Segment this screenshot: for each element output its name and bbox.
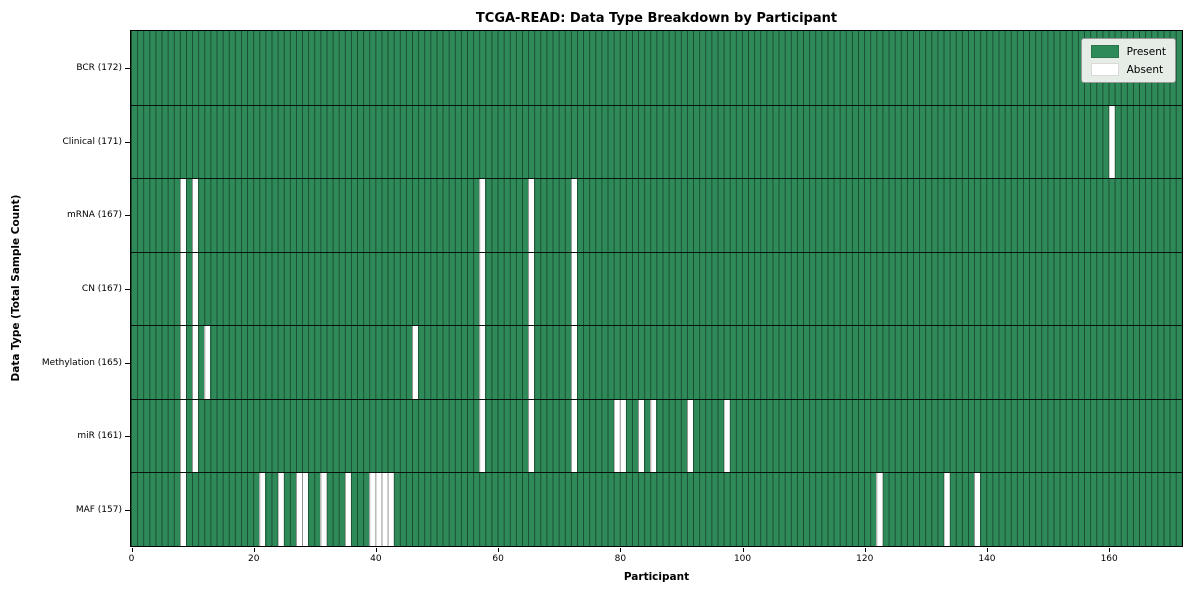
ytick-label-clinical: Clinical (171)	[62, 136, 122, 147]
absent-bar-maf-138	[974, 473, 981, 546]
xtick-label-60: 60	[492, 554, 504, 564]
absent-bar-mrna-72	[570, 179, 578, 252]
absent-bar-cn-8	[179, 252, 186, 326]
plot-area: Present Absent	[130, 30, 1183, 547]
ytick-mark	[125, 289, 130, 290]
ytick-mark	[125, 215, 130, 217]
x-axis-label: Participant	[623, 571, 690, 583]
ytick-mark	[125, 362, 130, 364]
legend-label-present: Present	[1126, 45, 1166, 58]
heatmap-row-methylation	[131, 325, 1182, 399]
xtick-mark-160	[1109, 548, 1111, 552]
ytick-mark	[125, 509, 130, 511]
absent-bar-methylation-65	[528, 326, 535, 399]
absent-bar-maf-41	[381, 473, 388, 546]
ytick-label-mrna: mRNA (167)	[67, 210, 122, 221]
absent-bar-methylation-12	[204, 326, 211, 399]
legend-entry-absent: Absent	[1090, 63, 1166, 76]
absent-bar-mir-79	[613, 399, 620, 473]
absent-bar-mir-65	[528, 399, 535, 473]
chart-title: TCGA-READ: Data Type Breakdown by Partic…	[475, 11, 838, 26]
absent-bar-mrna-8	[179, 179, 186, 252]
absent-bar-methylation-46	[412, 326, 419, 399]
xtick-label-100: 100	[733, 554, 752, 564]
heatmap-row-cn	[131, 251, 1182, 326]
ytick-label-methylation: Methylation (165)	[41, 357, 122, 368]
heatmap-row-maf	[131, 472, 1182, 546]
absent-bar-mrna-10	[192, 179, 199, 252]
absent-bar-maf-8	[179, 473, 186, 546]
absent-bar-mir-97	[723, 399, 730, 473]
xtick-label-80: 80	[614, 554, 627, 564]
absent-bar-mir-72	[570, 399, 578, 473]
absent-swatch	[1090, 63, 1119, 76]
ytick-mark	[125, 68, 130, 70]
absent-bar-methylation-57	[479, 326, 486, 399]
absent-bar-mir-85	[650, 399, 657, 473]
xtick-mark-0	[131, 548, 133, 552]
xtick-mark-120	[864, 548, 866, 552]
absent-bar-methylation-8	[179, 326, 186, 399]
xtick-label-40: 40	[370, 554, 382, 564]
ytick-label-mir: miR (161)	[77, 431, 122, 442]
ytick-label-maf: MAF (157)	[75, 504, 122, 515]
absent-bar-clinical-160	[1108, 105, 1115, 179]
absent-bar-cn-10	[192, 252, 199, 326]
absent-bar-maf-27	[295, 473, 303, 546]
absent-bar-maf-24	[277, 473, 284, 546]
heatmap-row-mrna	[131, 178, 1182, 252]
heatmap-rows	[131, 31, 1182, 546]
absent-bar-maf-31	[320, 473, 327, 546]
absent-bar-methylation-72	[570, 326, 578, 399]
ytick-label-cn: CN (167)	[81, 284, 122, 294]
xtick-label-120: 120	[856, 554, 874, 564]
absent-bar-maf-133	[943, 473, 950, 546]
absent-bar-mrna-57	[479, 179, 486, 252]
legend-label-absent: Absent	[1126, 63, 1164, 76]
ytick-mark	[125, 436, 130, 438]
absent-bar-maf-21	[259, 473, 266, 546]
ytick-label-bcr: BCR (172)	[76, 63, 122, 74]
absent-bar-mir-80	[619, 399, 626, 473]
xtick-mark-80	[620, 548, 622, 552]
absent-bar-maf-39	[369, 473, 376, 546]
heatmap-row-bcr	[131, 31, 1182, 105]
xtick-mark-100	[742, 548, 744, 552]
xtick-mark-40	[375, 548, 377, 552]
legend-entry-present: Present	[1090, 45, 1166, 58]
xtick-mark-20	[253, 548, 255, 552]
absent-bar-mrna-65	[528, 179, 535, 252]
ytick-mark	[125, 141, 130, 143]
absent-bar-mir-83	[638, 399, 645, 473]
absent-bar-mir-10	[192, 399, 199, 473]
xtick-label-20: 20	[247, 554, 260, 564]
absent-bar-methylation-10	[192, 326, 199, 399]
xtick-mark-60	[498, 548, 500, 552]
absent-bar-cn-65	[528, 252, 535, 326]
xtick-label-140: 140	[978, 554, 996, 564]
absent-bar-maf-40	[375, 473, 382, 546]
heatmap-row-mir	[131, 398, 1182, 473]
present-swatch	[1090, 45, 1119, 58]
xtick-mark-140	[986, 548, 988, 552]
absent-bar-cn-72	[570, 252, 578, 326]
absent-bar-mir-57	[479, 399, 486, 473]
absent-bar-maf-28	[302, 473, 309, 546]
absent-bar-maf-35	[344, 473, 351, 546]
xtick-label-0: 0	[128, 554, 135, 564]
absent-bar-maf-42	[387, 473, 394, 546]
heatmap-row-clinical	[131, 104, 1182, 179]
xtick-label-160: 160	[1100, 554, 1118, 564]
legend: Present Absent	[1080, 38, 1176, 83]
absent-bar-cn-57	[479, 252, 486, 326]
absent-bar-maf-122	[876, 473, 883, 546]
absent-bar-mir-91	[687, 399, 694, 473]
absent-bar-mir-8	[179, 399, 186, 473]
